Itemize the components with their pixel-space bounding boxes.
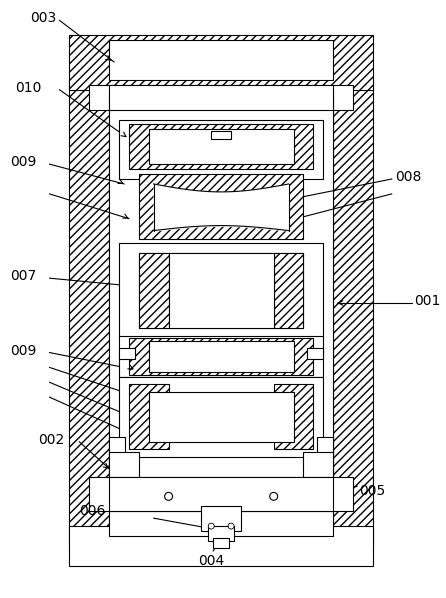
Bar — [129, 124, 314, 169]
Bar — [333, 80, 373, 546]
Bar — [89, 477, 353, 511]
Text: 003: 003 — [30, 11, 56, 25]
Bar — [119, 243, 323, 338]
Bar — [149, 392, 293, 442]
Circle shape — [228, 523, 234, 529]
Text: 010: 010 — [15, 81, 41, 94]
Bar — [169, 254, 274, 328]
Bar — [89, 85, 353, 109]
Bar — [274, 385, 314, 448]
Bar — [70, 35, 373, 90]
Bar — [119, 335, 323, 377]
Bar — [149, 129, 293, 164]
Circle shape — [208, 523, 214, 529]
Bar — [129, 385, 169, 448]
Bar — [139, 254, 303, 328]
Text: 006: 006 — [79, 504, 106, 518]
Text: 001: 001 — [414, 294, 441, 308]
Bar — [109, 437, 125, 457]
Bar — [211, 132, 231, 139]
Text: 008: 008 — [395, 170, 421, 184]
Text: 005: 005 — [359, 484, 385, 498]
Bar — [70, 526, 373, 566]
Bar — [129, 338, 314, 376]
Bar — [119, 347, 135, 359]
Circle shape — [270, 492, 278, 501]
Text: 002: 002 — [37, 433, 64, 447]
Bar — [307, 347, 323, 359]
Bar — [109, 451, 139, 477]
Text: 009: 009 — [10, 344, 36, 358]
Text: 004: 004 — [198, 554, 225, 568]
Bar — [119, 377, 323, 457]
Bar — [119, 120, 323, 179]
Bar — [139, 254, 169, 328]
Bar — [139, 174, 303, 239]
Bar — [274, 254, 303, 328]
Bar — [109, 40, 333, 80]
Bar — [318, 437, 333, 457]
Text: 009: 009 — [10, 155, 36, 169]
Bar — [109, 85, 333, 109]
Bar — [208, 526, 234, 541]
Bar — [109, 90, 333, 536]
Bar — [109, 477, 333, 511]
Bar — [303, 451, 333, 477]
Text: 007: 007 — [10, 269, 36, 283]
Bar — [70, 80, 109, 546]
Bar — [149, 341, 293, 373]
Bar — [201, 507, 241, 531]
Circle shape — [165, 492, 173, 501]
Bar — [213, 538, 229, 548]
